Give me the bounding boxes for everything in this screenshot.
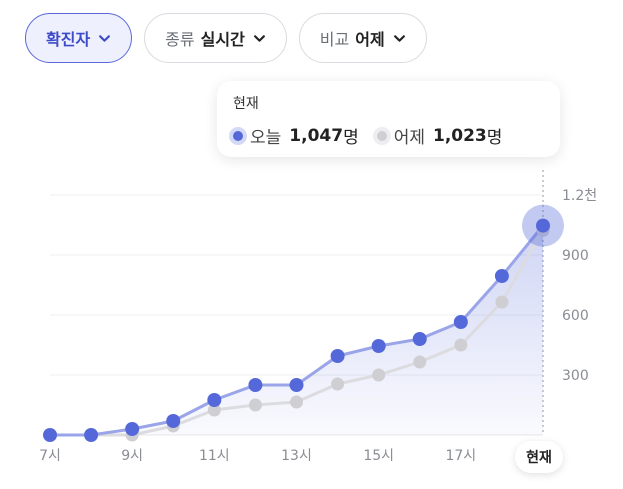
series-yesterday-point <box>413 355 427 369</box>
x-tick-label: 13시 <box>281 448 312 464</box>
x-tick-label: 9시 <box>121 448 143 464</box>
filter-type-value: 실시간 <box>200 30 245 49</box>
series-yesterday-point <box>372 368 386 382</box>
filter-bar: 확진자 종류 실시간 비교 어제 <box>25 13 427 63</box>
legend-yesterday-unit: 명 <box>486 128 503 148</box>
series-today-point <box>453 315 468 329</box>
legend-yesterday-value: 1,023 <box>432 125 487 146</box>
value-tooltip: 현재 오늘 1,047 명 어제 1,023 명 <box>217 81 560 157</box>
chevron-down-icon <box>99 34 111 42</box>
series-yesterday-point <box>248 398 262 412</box>
series-today-point <box>330 349 345 363</box>
y-tick-label: 1.2천 <box>562 188 597 204</box>
filter-compare-button[interactable]: 비교 어제 <box>298 13 427 63</box>
series-yesterday-point <box>207 403 221 417</box>
legend-today-dot <box>233 130 243 141</box>
x-tick-label: 7시 <box>39 448 61 464</box>
series-yesterday-point <box>331 377 345 391</box>
series-today-point <box>371 339 386 353</box>
series-today-area <box>50 225 543 435</box>
series-yesterday-point <box>495 295 509 309</box>
series-today-point <box>43 428 57 442</box>
legend-today-label: 오늘 <box>250 128 282 148</box>
filter-type-caption: 종류 <box>165 30 195 49</box>
y-tick-label: 600 <box>562 308 589 324</box>
series-today-point <box>84 428 99 442</box>
legend-yesterday-label: 어제 <box>393 128 425 148</box>
filter-confirmed-button[interactable]: 확진자 <box>25 13 133 63</box>
tooltip-title: 현재 <box>233 96 259 112</box>
series-today-current-point <box>536 218 550 233</box>
chevron-down-icon <box>253 34 265 42</box>
legend-today-value: 1,047 <box>289 125 344 146</box>
legend-yesterday-dot <box>376 130 387 141</box>
filter-type-button[interactable]: 종류 실시간 <box>144 13 287 63</box>
series-today-point <box>248 378 263 392</box>
series-today-point <box>494 269 509 283</box>
current-time-badge: 현재 <box>515 441 563 473</box>
series-today-point <box>125 422 140 436</box>
series-today-point <box>207 393 222 407</box>
x-tick-label: 17시 <box>445 448 476 464</box>
filter-compare-value: 어제 <box>355 30 385 49</box>
x-tick-label: 15시 <box>363 448 394 464</box>
legend-today-unit: 명 <box>343 128 359 148</box>
y-tick-label: 900 <box>562 248 589 264</box>
y-tick-label: 300 <box>562 368 589 384</box>
tooltip-legend-row: 오늘 1,047 명 어제 1,023 명 <box>233 123 544 148</box>
series-yesterday-point <box>290 395 303 409</box>
filter-confirmed-label: 확진자 <box>46 30 91 49</box>
chevron-down-icon <box>393 34 405 42</box>
series-yesterday-point <box>454 338 468 352</box>
series-today-point <box>166 414 181 428</box>
filter-compare-caption: 비교 <box>319 30 350 49</box>
series-today-point <box>412 332 427 346</box>
x-tick-label: 11시 <box>199 448 230 464</box>
series-today-point <box>289 378 304 392</box>
